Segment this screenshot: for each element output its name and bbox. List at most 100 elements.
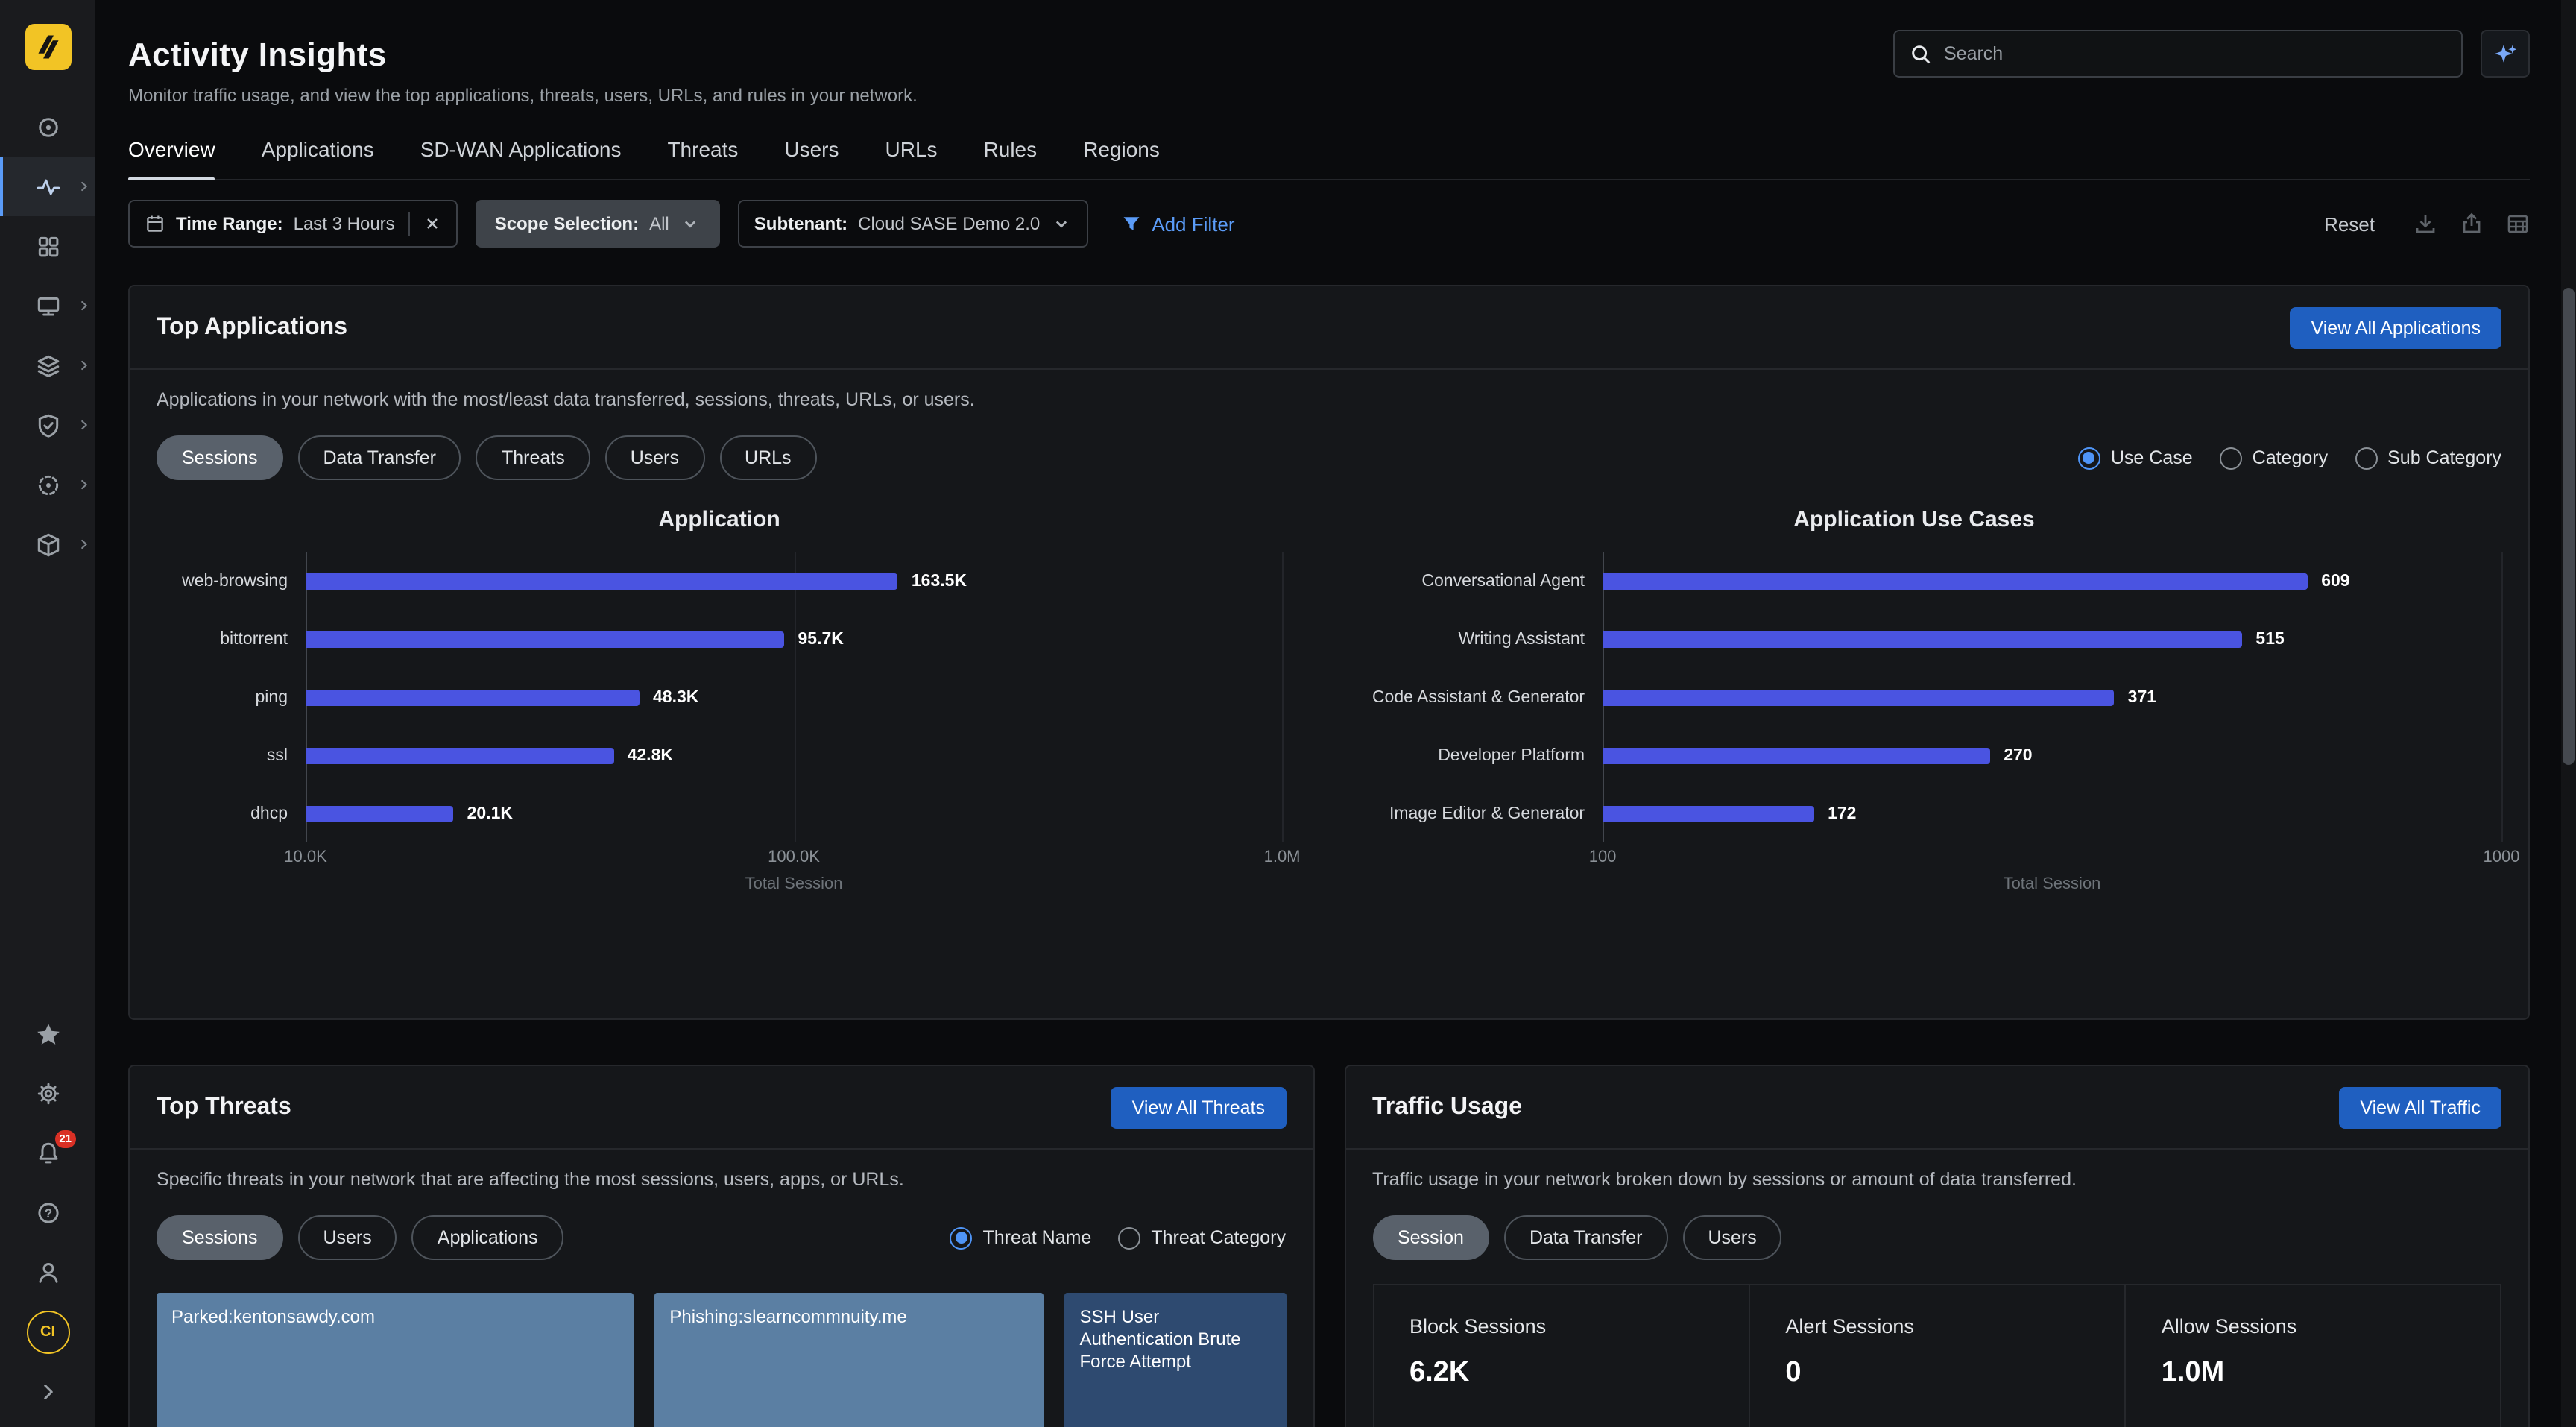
- grouping-radios: Use Case Category Sub Category: [2078, 447, 2501, 469]
- treemap-block[interactable]: SSH User Authentication Brute Force Atte…: [1065, 1293, 1287, 1427]
- bar[interactable]: [306, 747, 614, 763]
- sidebar-item-user[interactable]: [0, 1242, 95, 1302]
- category-label: Code Assistant & Generator: [1327, 688, 1603, 706]
- pill-users[interactable]: Users: [605, 435, 704, 480]
- bar[interactable]: [1603, 573, 2308, 589]
- radio-threat-name[interactable]: Threat Name: [950, 1226, 1091, 1249]
- radio-use-case[interactable]: Use Case: [2078, 447, 2193, 469]
- sidebar-nav-top: [0, 97, 95, 574]
- reset-button[interactable]: Reset: [2324, 212, 2375, 235]
- category-label: Writing Assistant: [1327, 630, 1603, 648]
- sidebar-item-workflows[interactable]: [0, 336, 95, 395]
- tab-regions[interactable]: Regions: [1083, 137, 1160, 179]
- sidebar-item-settings[interactable]: [0, 1063, 95, 1123]
- search-box[interactable]: [1893, 30, 2463, 78]
- bar[interactable]: [306, 689, 640, 705]
- export-icon[interactable]: [2460, 212, 2484, 236]
- bar[interactable]: [306, 805, 454, 822]
- brand-logo[interactable]: [25, 24, 71, 70]
- sidebar-item-expand[interactable]: [0, 1361, 95, 1421]
- stat-value: 1.0M: [2162, 1357, 2464, 1390]
- sidebar-item-objects[interactable]: [0, 514, 95, 574]
- tab-applications[interactable]: Applications: [262, 137, 374, 179]
- sidebar-item-star[interactable]: [0, 1004, 95, 1063]
- bar-row: web-browsing 163.5K: [157, 552, 1282, 610]
- filter-label: Subtenant:: [754, 213, 847, 234]
- app-root: 21?CI Activity Insights Monitor traffic …: [0, 0, 2576, 1427]
- sidebar-item-notifications[interactable]: 21: [0, 1123, 95, 1182]
- pill-users[interactable]: Users: [297, 1215, 397, 1260]
- pill-session[interactable]: Session: [1372, 1215, 1489, 1260]
- report-table-icon[interactable]: [2506, 212, 2530, 236]
- stat-tile-allow-sessions: Allow Sessions 1.0M: [2124, 1284, 2501, 1427]
- pill-sessions[interactable]: Sessions: [157, 1215, 282, 1260]
- chevron-right-icon: [78, 418, 91, 432]
- radio-category[interactable]: Category: [2220, 447, 2328, 469]
- bar-row: ssl 42.8K: [157, 726, 1282, 784]
- treemap-label: Phishing:slearncommnuity.me: [669, 1306, 1029, 1329]
- pill-threats[interactable]: Threats: [476, 435, 590, 480]
- scrollbar-thumb[interactable]: [2563, 288, 2575, 765]
- radio-threat-category[interactable]: Threat Category: [1118, 1226, 1286, 1249]
- radio-sub-category[interactable]: Sub Category: [2355, 447, 2501, 469]
- treemap-block[interactable]: Parked:kentonsawdy.com: [157, 1293, 634, 1427]
- chevron-right-icon: [78, 538, 91, 551]
- page-subtitle: Monitor traffic usage, and view the top …: [128, 85, 918, 107]
- radio-dot: [2078, 447, 2100, 469]
- sidebar-item-security[interactable]: [0, 395, 95, 455]
- view-all-applications-button[interactable]: View All Applications: [2291, 306, 2501, 348]
- bar[interactable]: [306, 573, 898, 589]
- pill-applications[interactable]: Applications: [412, 1215, 564, 1260]
- radio-label: Threat Category: [1151, 1227, 1286, 1248]
- sidebar-item-dashboard[interactable]: [0, 97, 95, 157]
- scope-selection-filter[interactable]: Scope Selection: All: [476, 200, 720, 248]
- add-filter-button[interactable]: Add Filter: [1120, 212, 1234, 235]
- subtenant-filter[interactable]: Subtenant: Cloud SASE Demo 2.0: [738, 200, 1087, 248]
- bar-row: Conversational Agent 609: [1327, 552, 2501, 610]
- bar[interactable]: [1603, 805, 1814, 822]
- security-icon: [35, 412, 60, 438]
- treemap-block[interactable]: Phishing:slearncommnuity.me: [654, 1293, 1044, 1427]
- close-icon[interactable]: [423, 215, 441, 233]
- search-input[interactable]: [1944, 43, 2446, 64]
- card-description: Specific threats in your network that ar…: [157, 1168, 1286, 1191]
- sidebar-item-help[interactable]: ?: [0, 1182, 95, 1242]
- sidebar-item-apps[interactable]: [0, 216, 95, 276]
- card-title: Top Applications: [157, 314, 347, 341]
- tab-urls[interactable]: URLs: [886, 137, 938, 179]
- sidebar-item-avatar[interactable]: CI: [0, 1302, 95, 1361]
- bar[interactable]: [1603, 689, 2115, 705]
- copilot-button[interactable]: [2481, 30, 2530, 78]
- pill-users[interactable]: Users: [1682, 1215, 1781, 1260]
- stat-tile-block-sessions: Block Sessions 6.2K: [1372, 1284, 1749, 1427]
- download-icon[interactable]: [2414, 212, 2437, 236]
- tab-overview[interactable]: Overview: [128, 137, 215, 179]
- use-cases-chart: Application Use Cases Conversational Age…: [1282, 507, 2501, 893]
- pill-urls[interactable]: URLs: [719, 435, 817, 480]
- pill-data-transfer[interactable]: Data Transfer: [1504, 1215, 1667, 1260]
- pill-sessions[interactable]: Sessions: [157, 435, 282, 480]
- bar[interactable]: [1603, 747, 1990, 763]
- tab-users[interactable]: Users: [784, 137, 839, 179]
- value-label: 515: [2255, 630, 2284, 648]
- treemap: Parked:kentonsawdy.com Phishing:slearncom…: [157, 1293, 1286, 1427]
- filter-value: All: [649, 213, 669, 234]
- tab-threats[interactable]: Threats: [667, 137, 738, 179]
- tab-sd-wan-applications[interactable]: SD-WAN Applications: [420, 137, 622, 179]
- tab-rules[interactable]: Rules: [984, 137, 1038, 179]
- user-icon: [35, 1259, 60, 1285]
- bar[interactable]: [1603, 631, 2242, 647]
- sidebar-item-activity-insights[interactable]: [0, 157, 95, 216]
- sidebar-item-integrations[interactable]: [0, 455, 95, 514]
- pill-data-transfer[interactable]: Data Transfer: [297, 435, 461, 480]
- stat-label: Allow Sessions: [2162, 1315, 2464, 1338]
- view-all-threats-button[interactable]: View All Threats: [1111, 1086, 1286, 1128]
- category-label: web-browsing: [157, 572, 306, 590]
- time-range-filter[interactable]: Time Range: Last 3 Hours: [128, 200, 458, 248]
- scrollbar-track[interactable]: [2561, 0, 2576, 1427]
- bar[interactable]: [306, 631, 785, 647]
- svg-text:?: ?: [44, 1206, 51, 1220]
- radio-label: Threat Name: [982, 1227, 1091, 1248]
- sidebar-item-monitor[interactable]: [0, 276, 95, 336]
- view-all-traffic-button[interactable]: View All Traffic: [2339, 1086, 2501, 1128]
